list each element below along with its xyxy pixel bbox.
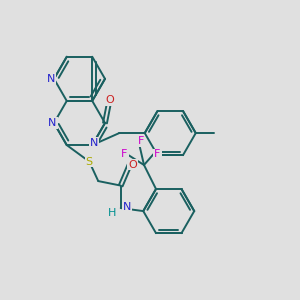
Text: N: N	[47, 74, 55, 84]
Text: F: F	[121, 149, 128, 160]
Text: N: N	[123, 202, 131, 212]
Text: F: F	[138, 136, 144, 146]
Text: N: N	[90, 138, 98, 148]
Text: S: S	[86, 157, 93, 166]
Text: N: N	[48, 118, 57, 128]
Text: H: H	[108, 208, 116, 218]
Text: O: O	[128, 160, 137, 170]
Text: O: O	[105, 95, 114, 105]
Text: F: F	[154, 149, 161, 160]
